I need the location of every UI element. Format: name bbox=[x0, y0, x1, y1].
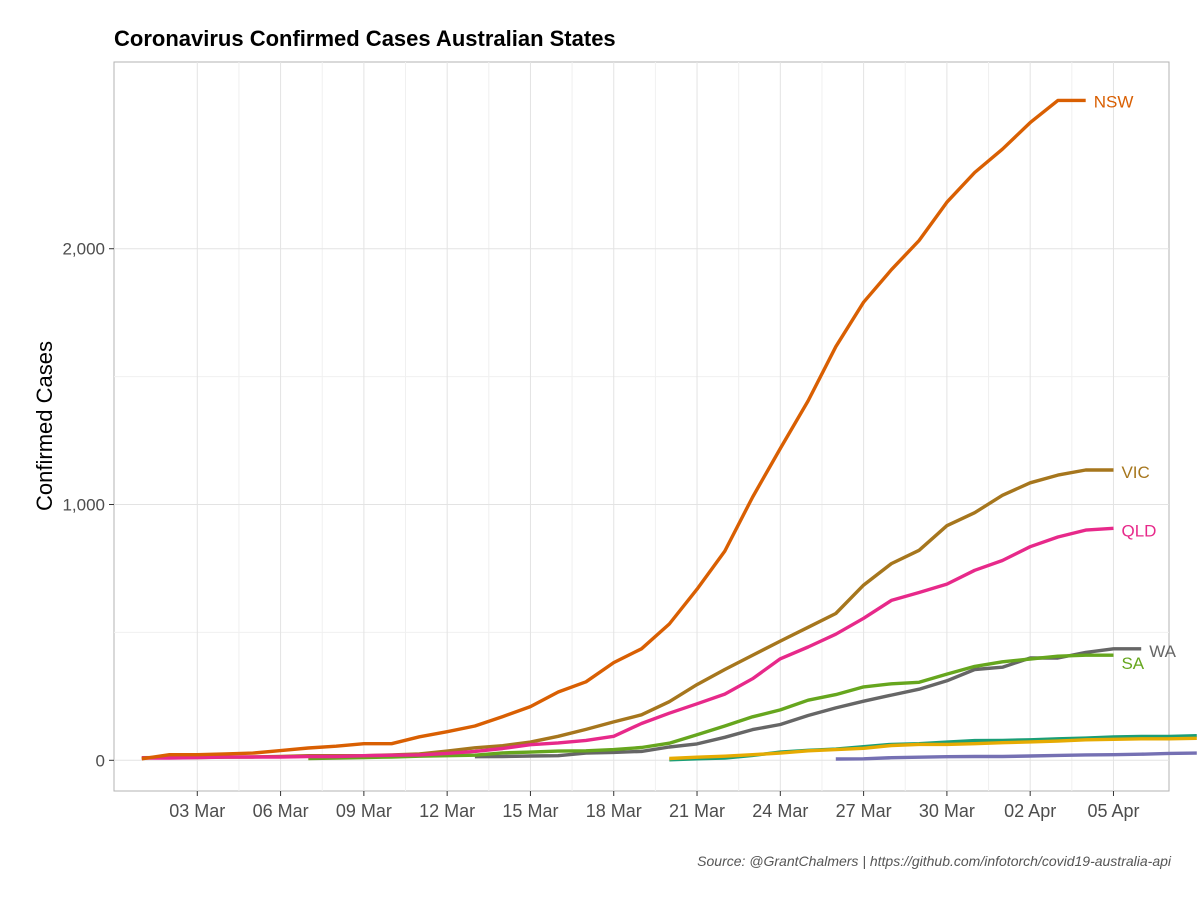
y-axis: 0 1,000 2,000 bbox=[62, 240, 114, 770]
series-label-sa: SA bbox=[1121, 654, 1144, 673]
y-tick-label: 0 bbox=[96, 751, 105, 770]
x-tick-label: 24 Mar bbox=[752, 801, 808, 821]
series-label-vic: VIC bbox=[1121, 463, 1149, 482]
series-line-nsw bbox=[141, 98, 1086, 761]
y-tick-label: 1,000 bbox=[62, 496, 105, 515]
series-label-qld: QLD bbox=[1121, 521, 1156, 540]
major-gridlines bbox=[114, 62, 1169, 791]
x-tick-label: 12 Mar bbox=[419, 801, 475, 821]
y-tick-label: 2,000 bbox=[62, 240, 105, 259]
x-axis: 03 Mar 06 Mar 09 Mar 12 Mar 15 Mar 18 Mar 21 M… bbox=[169, 791, 1139, 821]
source-caption: Source: @GrantChalmers | https://github.… bbox=[697, 853, 1171, 869]
x-tick-label: 15 Mar bbox=[502, 801, 558, 821]
x-tick-label: 21 Mar bbox=[669, 801, 725, 821]
series-end-labels: ACTTASNTWASAVICQLDNSW bbox=[1094, 92, 1177, 673]
series-line-sa bbox=[308, 653, 1114, 761]
x-tick-label: 02 Apr bbox=[1004, 801, 1056, 821]
x-tick-label: 06 Mar bbox=[253, 801, 309, 821]
x-tick-label: 09 Mar bbox=[336, 801, 392, 821]
chart-title: Coronavirus Confirmed Cases Australian S… bbox=[114, 26, 616, 51]
x-tick-label: 03 Mar bbox=[169, 801, 225, 821]
series-line-qld bbox=[141, 526, 1114, 760]
x-tick-label: 18 Mar bbox=[586, 801, 642, 821]
series-line-nt bbox=[835, 751, 1197, 761]
series-line-tas bbox=[669, 736, 1197, 761]
series-lines bbox=[141, 98, 1197, 762]
x-tick-label: 27 Mar bbox=[836, 801, 892, 821]
x-tick-label: 05 Apr bbox=[1087, 801, 1139, 821]
series-label-nsw: NSW bbox=[1094, 92, 1134, 111]
y-axis-title: Confirmed Cases bbox=[32, 341, 57, 511]
series-label-wa: WA bbox=[1149, 642, 1176, 661]
plot-panel bbox=[113, 61, 1170, 792]
x-tick-label: 30 Mar bbox=[919, 801, 975, 821]
